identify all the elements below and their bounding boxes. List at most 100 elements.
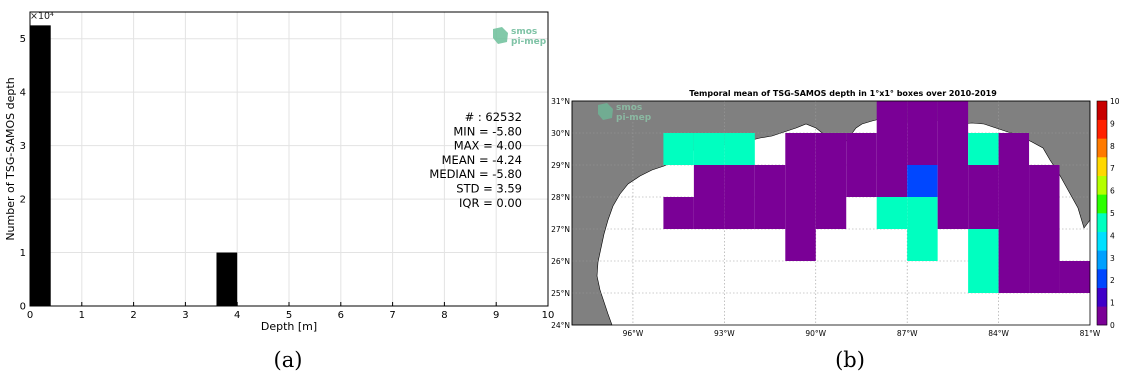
map-cell <box>785 197 816 229</box>
logo-text-1: smos <box>511 27 537 37</box>
map-cell <box>754 197 786 229</box>
lon-tick-labels: 96°W 93°W 90°W 87°W 84°W 81°W <box>623 329 1101 338</box>
map-cell <box>1029 261 1060 293</box>
map-cell <box>907 101 938 133</box>
lon-tick-label: 90°W <box>805 329 826 338</box>
map-cell <box>785 133 816 165</box>
colorbar-tick-label: 1 <box>1110 299 1115 308</box>
map-cell <box>968 229 999 261</box>
colorbar-segment <box>1097 306 1107 326</box>
colorbar-segment <box>1097 157 1107 176</box>
logo-b-text-2: pi-mep <box>616 113 652 123</box>
map-cell <box>663 197 694 229</box>
lon-tick-label: 87°W <box>897 329 918 338</box>
x-tick-labels-a: 0 1 2 3 4 5 6 7 8 9 10 <box>27 302 555 321</box>
map-cell <box>1029 165 1060 197</box>
lat-tick-labels: 24°N 25°N 26°N 27°N 28°N 29°N 30°N 31°N <box>551 97 570 330</box>
map-cell <box>968 165 999 197</box>
logo-icon <box>493 27 508 44</box>
y-exponent-label-a: ×10⁴ <box>30 11 54 22</box>
map-cell <box>998 229 1030 261</box>
logo-b-text-1: smos <box>616 103 642 113</box>
lat-tick-label: 27°N <box>551 225 570 234</box>
map-cell <box>724 133 755 165</box>
map-cell <box>876 101 908 133</box>
colorbar-tick-label: 0 <box>1110 321 1115 330</box>
lat-tick-label: 28°N <box>551 193 570 202</box>
colorbar-tick-label: 8 <box>1110 142 1115 151</box>
map-cell <box>998 261 1030 293</box>
map-cell <box>907 133 938 165</box>
lat-tick-label: 25°N <box>551 289 570 298</box>
colorbar-tick-label: 7 <box>1110 164 1115 173</box>
stat-line: MAX = 4.00 <box>454 139 522 153</box>
x-tick-label: 3 <box>182 310 188 321</box>
colorbar-segment <box>1097 175 1107 195</box>
panel-label-b: (b) <box>835 348 865 372</box>
map-cell <box>693 165 725 197</box>
x-tick-label: 10 <box>542 310 555 321</box>
lat-tick-label: 30°N <box>551 129 570 138</box>
stat-line: # : 62532 <box>465 110 522 124</box>
stat-line: MEDIAN = -5.80 <box>429 167 522 181</box>
lon-tick-label: 81°W <box>1080 329 1101 338</box>
y-tick-label: 0 <box>20 302 26 313</box>
colorbar-segment <box>1097 287 1107 307</box>
map-cell <box>663 133 694 165</box>
y-tick-label: 2 <box>20 195 26 206</box>
map-cell <box>998 165 1030 197</box>
stat-line: MIN = -5.80 <box>453 124 522 138</box>
colorbar-segment <box>1097 213 1107 232</box>
lon-tick-label: 93°W <box>714 329 735 338</box>
colorbar-segment <box>1097 194 1107 214</box>
x-tick-label: 5 <box>286 310 292 321</box>
map-cell <box>693 133 725 165</box>
lat-tick-label: 24°N <box>551 321 570 330</box>
y-tick-labels-a: 0 1 2 3 4 5 <box>20 34 34 313</box>
logo-text-2: pi-mep <box>511 37 547 47</box>
map-cell <box>693 197 725 229</box>
map-cell <box>876 165 908 197</box>
map-cell <box>907 197 938 229</box>
lon-tick-label: 84°W <box>988 329 1009 338</box>
logo-b-icon <box>598 103 613 120</box>
colorbar-segment <box>1097 138 1107 158</box>
map-cell <box>1029 197 1060 229</box>
map-cell <box>1029 229 1060 261</box>
x-tick-label: 0 <box>27 310 33 321</box>
histogram-bar <box>30 25 51 306</box>
map-cell <box>785 229 816 261</box>
colorbar-tick-label: 3 <box>1110 254 1115 263</box>
colorbar-tick-label: 10 <box>1110 97 1120 106</box>
colorbar-tick-label: 5 <box>1110 209 1115 218</box>
map-cell <box>998 133 1030 165</box>
map-cell <box>876 197 908 229</box>
y-axis-label-a: Number of TSG-SAMOS depth <box>4 77 17 240</box>
histogram-bar <box>216 252 238 306</box>
map-cell <box>785 165 816 197</box>
colorbar-tick-labels: 0 1 2 3 4 5 6 7 8 9 10 <box>1110 97 1120 330</box>
map-cells <box>663 101 1090 293</box>
x-tick-label: 6 <box>338 310 344 321</box>
map-cell <box>968 261 999 293</box>
map-cell <box>937 133 969 165</box>
map-cell <box>968 197 999 229</box>
bars-a <box>30 25 238 306</box>
map-cell <box>937 101 969 133</box>
stat-line: STD = 3.59 <box>456 182 522 196</box>
map-cell <box>724 165 755 197</box>
colorbar-tick-label: 2 <box>1110 276 1115 285</box>
map-cell <box>815 165 847 197</box>
colorbar-segment <box>1097 101 1107 120</box>
map-cell <box>1059 261 1090 293</box>
logo-b: smos pi-mep <box>598 103 652 123</box>
map-cell <box>724 197 755 229</box>
y-tick-label: 1 <box>20 248 26 259</box>
y-tick-label: 3 <box>20 141 26 152</box>
lat-tick-label: 26°N <box>551 257 570 266</box>
logo-a: smos pi-mep <box>493 27 547 47</box>
map-cell <box>937 165 969 197</box>
map-cell <box>968 133 999 165</box>
